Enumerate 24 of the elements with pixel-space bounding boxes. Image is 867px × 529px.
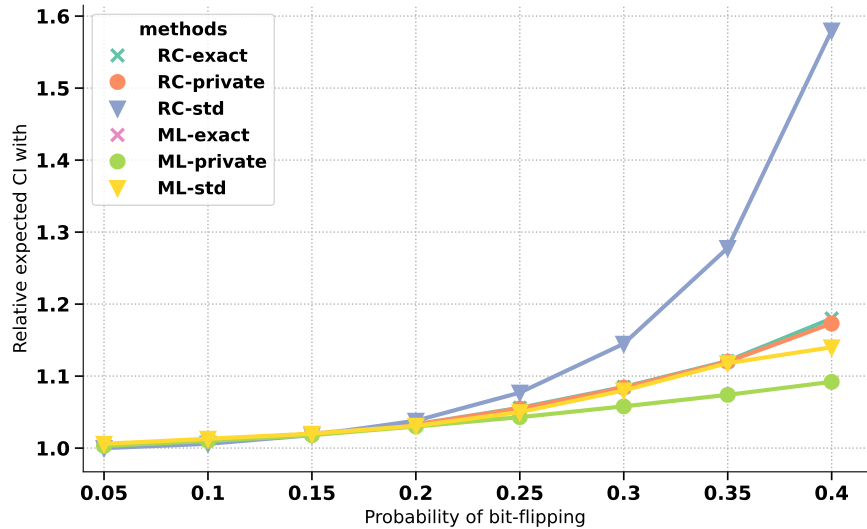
x-tick-label: 0.4	[815, 485, 848, 500]
y-tick-label: 1.5	[38, 81, 69, 96]
legend-label: ML-exact	[158, 128, 250, 142]
x-tick-label: 0.15	[288, 485, 335, 500]
y-tick-label: 1.6	[38, 9, 69, 24]
legend-label: RC-private	[158, 74, 264, 92]
x-tick-label: 0.05	[80, 485, 127, 500]
x-tick-label: 0.2	[400, 485, 432, 500]
legend-label: RC-std	[158, 101, 224, 116]
x-tick-label: 0.3	[607, 485, 640, 500]
legend-label: ML-std	[158, 180, 226, 195]
y-tick-label: 1.2	[38, 297, 68, 312]
y-tick-label: 1.0	[38, 441, 70, 456]
x-tick-label: 0.35	[704, 485, 750, 500]
y-tick-label: 1.4	[38, 153, 70, 168]
y-tick-label: 1.1	[38, 369, 69, 384]
x-tick-label: 0.25	[496, 485, 542, 500]
x-tick-label: 0.1	[192, 485, 224, 500]
x-axis-title: Probability of bit-flipping	[366, 509, 584, 527]
legend-title: methods	[140, 22, 227, 36]
legend-label: RC-exact	[158, 48, 248, 62]
legend-label: ML-private	[158, 154, 266, 172]
y-axis-title: Relative expected CI with	[12, 125, 30, 352]
y-tick-label: 1.3	[38, 225, 68, 240]
